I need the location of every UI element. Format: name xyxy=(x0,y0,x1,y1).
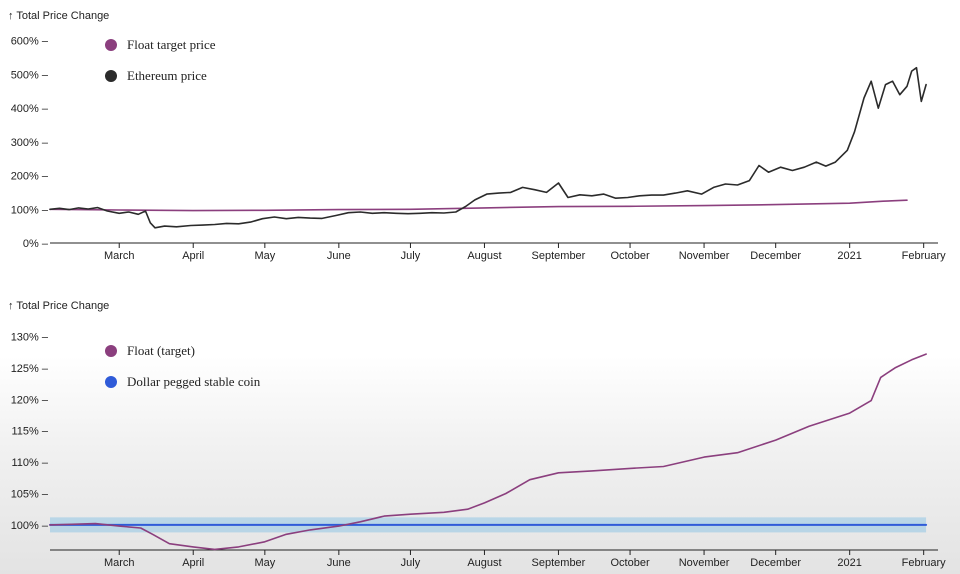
x-tick-label: September xyxy=(532,557,586,569)
x-tick-label: December xyxy=(750,250,801,262)
x-tick-label: June xyxy=(327,557,351,569)
x-tick-label: April xyxy=(182,250,204,262)
y-tick-label: 300% – xyxy=(11,137,49,149)
y-tick-label: 115% – xyxy=(12,426,49,438)
x-tick-label: September xyxy=(532,250,586,262)
x-tick-label: May xyxy=(254,250,275,262)
legend-swatch xyxy=(105,39,117,51)
y-tick-label: 110% – xyxy=(12,457,49,469)
y-tick-label: 130% – xyxy=(11,332,49,344)
y-tick-label: 400% – xyxy=(11,103,49,115)
x-tick-label: February xyxy=(902,250,947,262)
y-axis-title: ↑ Total Price Change xyxy=(8,10,109,22)
y-tick-label: 100% – xyxy=(11,520,49,532)
x-tick-label: July xyxy=(401,250,421,262)
x-tick-label: December xyxy=(750,557,801,569)
x-tick-label: April xyxy=(182,557,204,569)
x-tick-label: 2021 xyxy=(837,557,861,569)
legend-label: Float target price xyxy=(127,37,216,52)
y-tick-label: 0% – xyxy=(23,238,49,250)
x-tick-label: May xyxy=(254,557,275,569)
legend-label: Ethereum price xyxy=(127,68,207,83)
x-tick-label: August xyxy=(467,557,501,569)
series-line-ethereum-price xyxy=(49,66,927,229)
chart-panel-1: ↑ Total Price Change 600% – 500% – 400% – 30… xyxy=(8,10,946,262)
x-tick-label: August xyxy=(467,250,501,262)
x-tick-label: March xyxy=(104,250,135,262)
x-tick-label: February xyxy=(902,557,947,569)
legend-label: Float (target) xyxy=(127,343,195,358)
y-axis-title: ↑ Total Price Change xyxy=(8,300,109,312)
x-tick-label: March xyxy=(104,557,135,569)
x-tick-label: June xyxy=(327,250,351,262)
y-tick-label: 125% – xyxy=(11,363,49,375)
y-tick-label: 500% – xyxy=(11,69,49,81)
chart-panel-2: ↑ Total Price Change 130% – 125% – 120% – 11… xyxy=(8,300,946,569)
x-tick-label: November xyxy=(679,557,730,569)
x-tick-label: July xyxy=(401,557,421,569)
legend-label: Dollar pegged stable coin xyxy=(127,374,261,389)
y-tick-label: 105% – xyxy=(11,489,49,501)
legend-swatch xyxy=(105,345,117,357)
x-tick-label: October xyxy=(610,250,649,262)
series-line-float-target- xyxy=(49,353,927,551)
y-tick-label: 100% – xyxy=(11,204,49,216)
y-tick-label: 200% – xyxy=(11,171,49,183)
x-tick-label: November xyxy=(679,250,730,262)
legend-swatch xyxy=(105,376,117,388)
x-tick-label: October xyxy=(610,557,649,569)
series-line-float-target-price xyxy=(49,199,908,212)
legend-swatch xyxy=(105,70,117,82)
y-tick-label: 120% – xyxy=(11,394,49,406)
x-tick-label: 2021 xyxy=(837,250,861,262)
y-tick-label: 600% – xyxy=(11,36,49,48)
